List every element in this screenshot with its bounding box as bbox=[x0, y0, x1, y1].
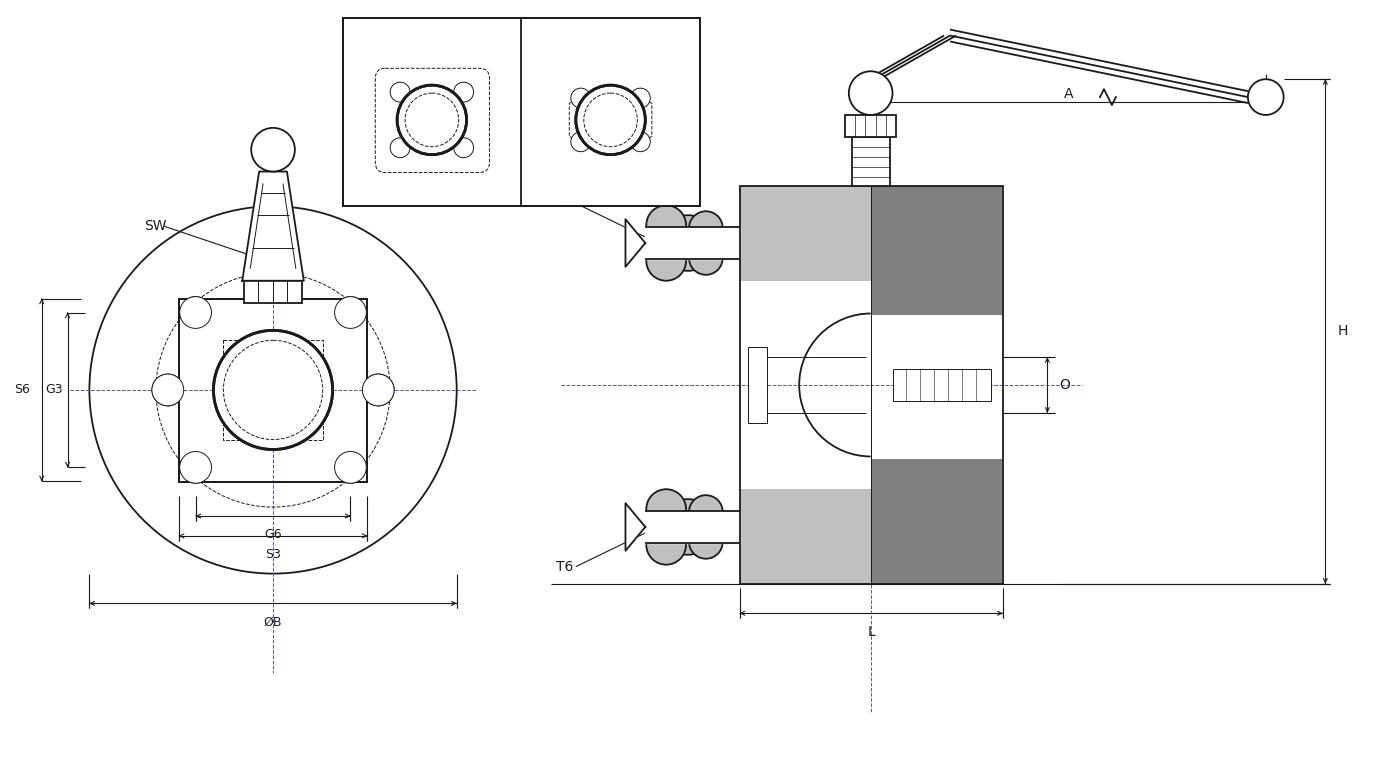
Text: A: A bbox=[1063, 87, 1073, 101]
Text: H: H bbox=[1337, 324, 1348, 338]
Bar bbox=[739, 490, 870, 584]
Bar bbox=[870, 460, 1001, 584]
Bar bbox=[179, 298, 368, 482]
Polygon shape bbox=[625, 220, 646, 267]
Circle shape bbox=[646, 490, 686, 529]
Circle shape bbox=[688, 241, 723, 275]
Circle shape bbox=[453, 82, 474, 102]
Bar bbox=[223, 340, 322, 440]
Circle shape bbox=[362, 374, 394, 405]
Text: Code 62: Code 62 bbox=[585, 180, 636, 193]
Text: L: L bbox=[868, 625, 874, 640]
Bar bbox=[845, 115, 896, 137]
Circle shape bbox=[688, 211, 723, 245]
Text: S3: S3 bbox=[266, 548, 281, 561]
Text: T3: T3 bbox=[556, 197, 573, 210]
Circle shape bbox=[646, 241, 686, 281]
Circle shape bbox=[848, 71, 892, 115]
Bar bbox=[179, 298, 368, 482]
Polygon shape bbox=[625, 503, 646, 551]
Text: T6: T6 bbox=[556, 560, 573, 574]
Circle shape bbox=[251, 128, 295, 171]
Circle shape bbox=[335, 451, 366, 483]
Circle shape bbox=[213, 330, 333, 450]
Polygon shape bbox=[646, 511, 739, 543]
Circle shape bbox=[688, 525, 723, 558]
Polygon shape bbox=[646, 227, 739, 259]
Polygon shape bbox=[242, 171, 304, 281]
Text: O: O bbox=[1059, 378, 1070, 392]
Text: Code 61: Code 61 bbox=[406, 180, 457, 193]
Bar bbox=[739, 187, 1002, 584]
Text: G3: G3 bbox=[45, 383, 63, 396]
Circle shape bbox=[660, 499, 716, 555]
Circle shape bbox=[390, 138, 410, 158]
Circle shape bbox=[646, 525, 686, 565]
Circle shape bbox=[453, 138, 474, 158]
Circle shape bbox=[576, 85, 646, 155]
Circle shape bbox=[631, 88, 650, 108]
Text: S6: S6 bbox=[14, 383, 30, 396]
Circle shape bbox=[660, 215, 716, 271]
Circle shape bbox=[180, 297, 212, 328]
Bar bbox=[892, 369, 991, 401]
Bar bbox=[343, 18, 700, 207]
Circle shape bbox=[571, 88, 591, 108]
Circle shape bbox=[688, 495, 723, 529]
Circle shape bbox=[397, 85, 467, 155]
Bar bbox=[852, 137, 890, 187]
Circle shape bbox=[1248, 80, 1283, 115]
Bar bbox=[244, 281, 302, 303]
Bar bbox=[739, 281, 870, 490]
Circle shape bbox=[180, 451, 212, 483]
Bar bbox=[870, 187, 1001, 315]
Bar bbox=[870, 315, 1001, 460]
Circle shape bbox=[390, 82, 410, 102]
Text: SW: SW bbox=[145, 219, 167, 233]
Polygon shape bbox=[569, 86, 651, 153]
Text: ØB: ØB bbox=[264, 615, 282, 628]
Circle shape bbox=[646, 205, 686, 245]
Circle shape bbox=[335, 297, 366, 328]
Bar bbox=[343, 18, 700, 207]
Text: G6: G6 bbox=[264, 528, 282, 541]
Bar bbox=[739, 187, 870, 281]
Circle shape bbox=[631, 132, 650, 151]
Bar bbox=[748, 347, 767, 423]
Circle shape bbox=[151, 374, 183, 405]
Circle shape bbox=[571, 132, 591, 151]
